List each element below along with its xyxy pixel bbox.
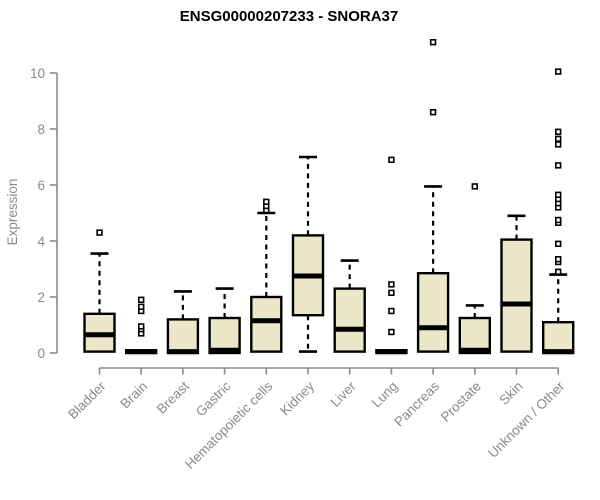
y-tick-label: 4 — [37, 234, 45, 249]
outlier-point — [554, 216, 562, 224]
x-tick-label-prostate: Prostate — [438, 379, 484, 425]
y-tick-label: 2 — [37, 290, 45, 305]
iqr-box — [208, 316, 241, 355]
boxplot-liver — [333, 259, 366, 353]
outlier-point — [388, 289, 395, 296]
outlier-point — [263, 198, 270, 205]
chart-title: ENSG00000207233 - SNORA37 — [180, 8, 398, 25]
iqr-box — [416, 272, 450, 353]
x-tick-label-bladder: Bladder — [65, 378, 109, 422]
iqr-box — [333, 287, 366, 353]
outlier-point — [138, 296, 145, 303]
outlier-point — [554, 255, 562, 263]
outlier-point — [388, 281, 395, 288]
boxplot-skin — [500, 214, 533, 353]
x-tick-label-gastric: Gastric — [193, 378, 234, 419]
x-tick-label-lung: Lung — [369, 379, 401, 411]
outlier-point — [138, 303, 145, 310]
x-tick-label-skin: Skin — [496, 379, 525, 408]
outlier-point — [554, 240, 562, 247]
outlier-point — [388, 156, 395, 163]
x-tick-label-liver: Liver — [328, 378, 360, 410]
boxplot-bladder — [83, 229, 116, 353]
outlier-point — [429, 38, 437, 46]
outlier-point — [96, 229, 103, 236]
x-tick-label-kidney: Kidney — [277, 378, 317, 418]
y-axis-label: Expression — [5, 179, 20, 246]
iqr-box — [500, 238, 533, 353]
boxplot-breast — [166, 290, 200, 355]
boxplot-lung — [375, 156, 408, 355]
boxplot-pancreas — [416, 38, 450, 353]
boxplot-gastric — [208, 287, 241, 355]
boxplot-hematopoietic-cells — [250, 198, 283, 353]
iqr-box — [458, 316, 491, 355]
iqr-box — [166, 318, 200, 355]
outlier-point — [388, 307, 395, 315]
x-tick-label-breast: Breast — [154, 378, 192, 416]
x-tick-label-pancreas: Pancreas — [391, 378, 442, 429]
outlier-point — [388, 328, 395, 336]
boxplot-prostate — [458, 183, 491, 355]
iqr-box — [250, 295, 283, 353]
outlier-point — [554, 68, 562, 75]
outlier-point — [138, 323, 145, 330]
x-tick-label-brain: Brain — [117, 379, 150, 412]
outlier-point — [554, 128, 562, 135]
boxplot-unknown-other — [542, 68, 575, 355]
outlier-point — [554, 191, 562, 198]
outlier-point — [554, 268, 562, 275]
outlier-point — [554, 135, 562, 142]
outlier-point — [554, 162, 562, 169]
boxplot-kidney — [291, 155, 325, 353]
boxplot-series — [83, 38, 575, 355]
outlier-point — [429, 109, 437, 116]
y-tick-label: 10 — [30, 66, 45, 81]
outlier-point — [554, 141, 562, 148]
x-tick-label-unknown-other: Unknown / Other — [485, 378, 568, 461]
y-tick-label: 0 — [37, 346, 45, 361]
y-tick-label: 8 — [37, 122, 45, 137]
boxplot-brain — [124, 296, 158, 355]
outlier-point — [471, 183, 478, 190]
iqr-box — [542, 321, 575, 355]
y-tick-label: 6 — [37, 178, 45, 193]
